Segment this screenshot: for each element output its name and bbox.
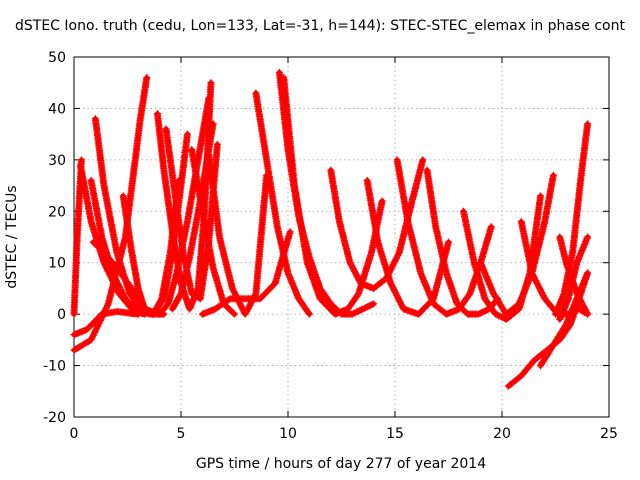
- series-markers: [393, 156, 495, 318]
- y-tick-label: -10: [43, 359, 66, 375]
- series-layer: [70, 68, 592, 390]
- series-markers: [205, 151, 271, 318]
- series-30: [552, 120, 592, 318]
- series-markers: [423, 166, 502, 318]
- x-tick-label: 20: [493, 426, 511, 442]
- y-tick-label: 10: [48, 256, 66, 272]
- series-14: [205, 151, 271, 318]
- y-tick-label: 0: [57, 307, 66, 323]
- series-markers: [70, 308, 142, 339]
- series-markers: [198, 228, 294, 318]
- x-axis-label: GPS time / hours of day 277 of year 2014: [196, 456, 486, 472]
- series-22: [423, 166, 502, 318]
- series-27: [537, 269, 592, 370]
- y-tick-label: 20: [48, 204, 66, 220]
- y-tick-label: 30: [48, 153, 66, 169]
- y-tick-label: 50: [48, 50, 66, 66]
- y-tick-label: 40: [48, 101, 66, 117]
- series-12: [168, 120, 217, 313]
- series-3: [70, 156, 85, 318]
- ticks-layer: 0 5 10 15 20 25 -20 -10 0 10 20 30 40 50: [43, 50, 618, 442]
- series-markers: [552, 120, 592, 318]
- series-21: [393, 156, 495, 318]
- x-tick-label: 10: [279, 426, 297, 442]
- x-tick-label: 5: [177, 426, 186, 442]
- series-15: [198, 228, 294, 318]
- x-tick-label: 25: [600, 426, 618, 442]
- x-tick-label: 15: [386, 426, 404, 442]
- series-markers: [477, 171, 557, 318]
- series-16: [252, 89, 313, 318]
- series-markers: [252, 89, 313, 318]
- series-2: [70, 308, 142, 339]
- x-tick-label: 0: [70, 426, 79, 442]
- chart-title: dSTEC Iono. truth (cedu, Lon=133, Lat=-3…: [15, 18, 625, 34]
- y-axis-label: dSTEC / TECUs: [4, 185, 20, 288]
- y-tick-label: -20: [43, 410, 66, 426]
- series-24: [477, 171, 557, 318]
